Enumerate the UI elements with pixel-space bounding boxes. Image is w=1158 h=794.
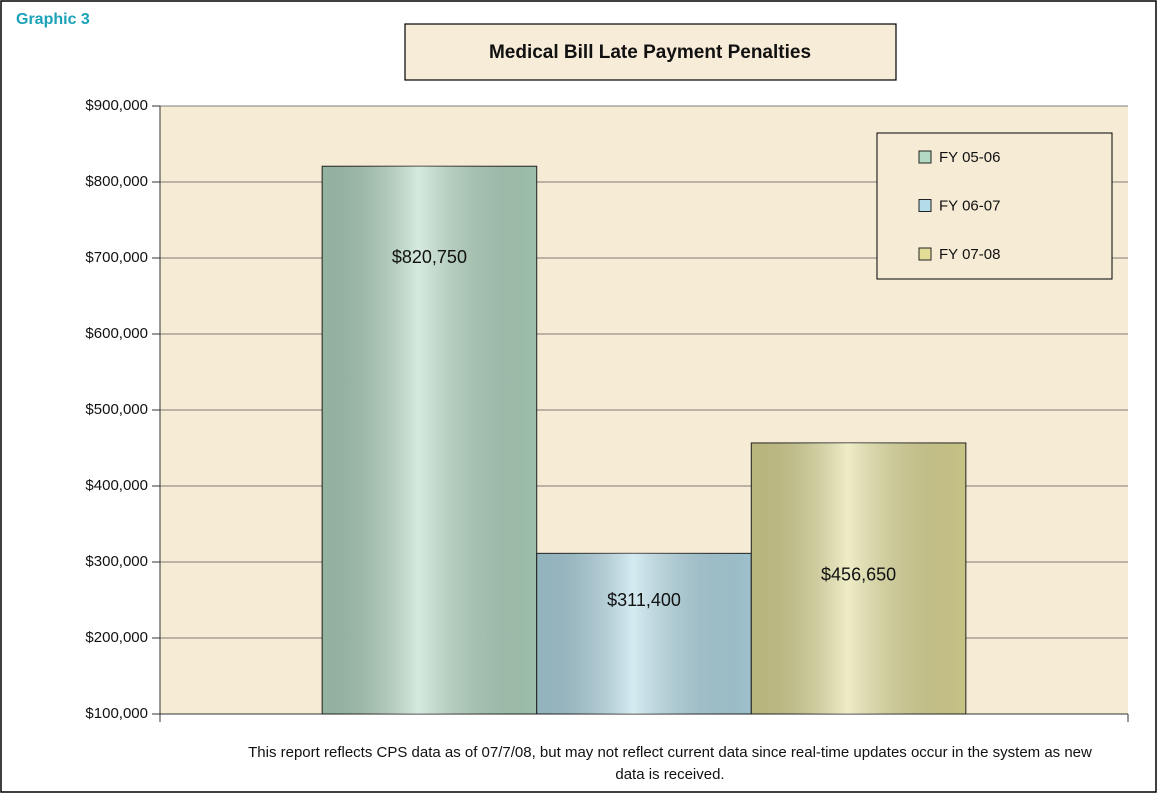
- y-tick-label: $600,000: [85, 325, 148, 342]
- data-label: $456,650: [821, 565, 896, 585]
- title-box: [404, 23, 897, 81]
- footnote: This report reflects CPS data as of 07/7…: [248, 744, 1092, 783]
- y-tick-label: $100,000: [85, 705, 148, 722]
- bar: [536, 552, 752, 715]
- y-tick-label: $500,000: [85, 401, 148, 418]
- data-label: $311,400: [607, 590, 681, 610]
- y-tick-label: $300,000: [85, 553, 148, 570]
- y-tick-label: $200,000: [85, 629, 148, 646]
- legend-box: [876, 132, 1113, 280]
- legend-label: FY 07-08: [939, 246, 1000, 263]
- y-tick-label: $400,000: [85, 477, 148, 494]
- y-tick-label: $900,000: [85, 97, 148, 114]
- legend-marker: [918, 150, 932, 164]
- chart-title: Medical Bill Late Payment Penalties: [489, 42, 811, 63]
- legend-label: FY 06-07: [939, 197, 1000, 214]
- data-label: $820,750: [392, 247, 467, 267]
- y-tick-label: $800,000: [85, 173, 148, 190]
- y-tick-label: $700,000: [85, 249, 148, 266]
- legend-label: FY 05-06: [939, 149, 1000, 166]
- figure-label: Graphic 3: [16, 11, 90, 28]
- legend-marker: [918, 199, 932, 212]
- legend-marker: [918, 247, 932, 261]
